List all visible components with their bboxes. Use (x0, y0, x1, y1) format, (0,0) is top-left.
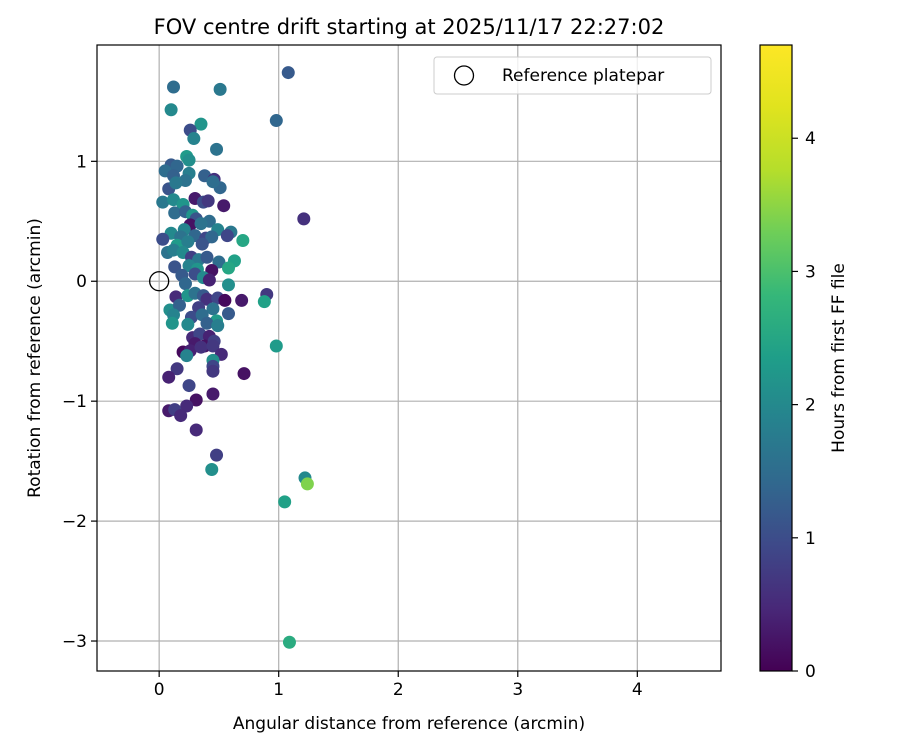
y-tick-label: −2 (62, 512, 87, 532)
data-point (278, 495, 292, 509)
data-point (205, 463, 219, 477)
data-point (200, 292, 214, 306)
colorbar-gradient (759, 44, 793, 672)
data-point (181, 235, 195, 249)
data-point (194, 217, 208, 231)
data-point (210, 142, 224, 156)
data-point (220, 229, 234, 243)
y-tick-label: 1 (76, 152, 87, 172)
data-point (205, 230, 219, 244)
colorbar-tick-label: 3 (805, 262, 816, 282)
data-point (221, 278, 235, 292)
data-point (194, 340, 208, 354)
data-point (194, 117, 208, 131)
reference-marker-group (149, 271, 170, 292)
legend-box (433, 56, 712, 95)
data-point (202, 273, 216, 287)
data-point (180, 349, 194, 363)
data-point (200, 250, 214, 264)
plot-area (97, 45, 721, 671)
data-point (237, 367, 251, 381)
data-point (235, 293, 249, 307)
colorbar-tick-label: 0 (805, 662, 816, 682)
data-point (182, 379, 196, 393)
colorbar-tick-label: 2 (805, 396, 816, 416)
x-axis-label: Angular distance from reference (arcmin) (233, 714, 585, 734)
data-point (180, 399, 194, 413)
x-tick-label: 0 (154, 680, 165, 700)
y-tick-label: −1 (62, 392, 87, 412)
data-point (156, 195, 170, 209)
data-point (236, 233, 250, 247)
data-point (174, 409, 188, 423)
colorbar-label: Hours from first FF file (829, 263, 849, 453)
data-point (206, 339, 220, 353)
data-point (200, 316, 214, 330)
reference-platepar-marker (149, 271, 170, 292)
data-point (201, 194, 215, 208)
x-tick-label: 2 (393, 680, 404, 700)
colorbar-tick-label: 1 (805, 529, 816, 549)
data-point (206, 302, 220, 316)
data-point (213, 82, 227, 96)
x-tick-label: 4 (632, 680, 643, 700)
data-point (165, 316, 179, 330)
y-tick-label: −3 (62, 632, 87, 652)
data-point (178, 277, 192, 291)
data-point (206, 387, 220, 401)
data-point (206, 175, 220, 189)
colorbar-ticks: 0 1 2 3 4 (792, 129, 816, 682)
data-point (195, 237, 209, 251)
data-points (156, 66, 314, 649)
data-point (156, 232, 170, 246)
data-point (300, 477, 314, 491)
plot-frame (96, 44, 722, 672)
data-point (170, 362, 184, 376)
data-point (221, 261, 235, 275)
data-point (269, 339, 283, 353)
data-point (164, 103, 178, 117)
data-point (297, 212, 311, 226)
data-point (269, 114, 283, 128)
legend-reference-marker (453, 65, 475, 86)
data-point (189, 393, 203, 407)
data-point (206, 364, 220, 378)
x-tick-label: 3 (512, 680, 523, 700)
y-axis-ticks: −3 −2 −1 0 1 (62, 152, 97, 652)
data-point (182, 153, 196, 167)
data-point (281, 66, 295, 80)
x-tick-label: 1 (273, 680, 284, 700)
data-point (167, 80, 181, 94)
legend-entry-reference-platepar: Reference platepar (502, 66, 664, 86)
data-point (282, 635, 296, 649)
data-point (217, 199, 231, 213)
y-axis-label: Rotation from reference (arcmin) (25, 218, 45, 498)
data-point (162, 370, 176, 384)
legend: Reference platepar (433, 56, 712, 95)
colorbar: 0 1 2 3 4 Hours from first FF file (759, 44, 849, 682)
data-point (169, 176, 183, 190)
data-point (221, 307, 235, 321)
data-point (218, 293, 232, 307)
y-tick-label: 0 (76, 272, 87, 292)
data-point (172, 298, 186, 312)
chart-title: FOV centre drift starting at 2025/11/17 … (154, 15, 665, 39)
data-point (210, 448, 224, 462)
data-point (181, 317, 195, 331)
data-point (257, 295, 271, 309)
colorbar-tick-label: 4 (805, 129, 816, 149)
data-point (168, 206, 182, 220)
data-point (211, 319, 225, 333)
data-point (187, 132, 201, 146)
x-axis-ticks: 0 1 2 3 4 (154, 671, 643, 700)
data-point (189, 423, 203, 437)
